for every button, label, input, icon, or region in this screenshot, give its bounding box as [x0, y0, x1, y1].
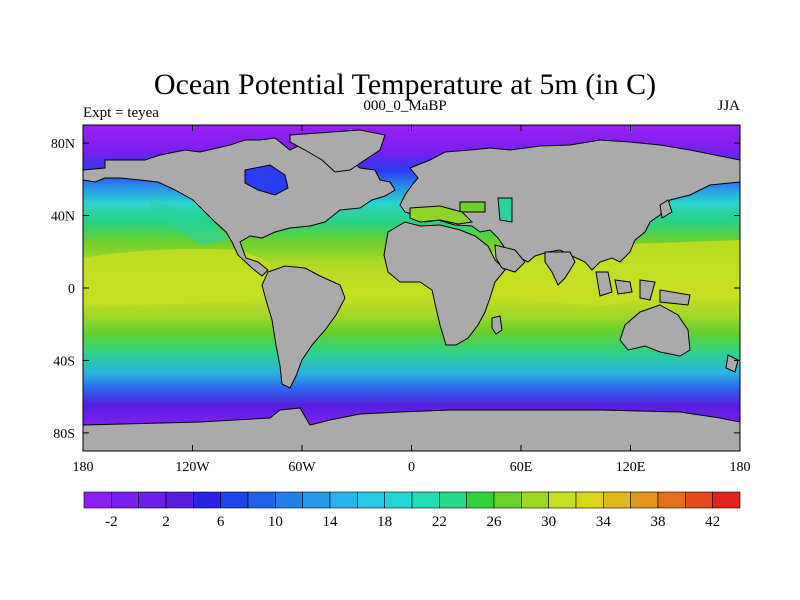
colorbar-label: 26 [487, 514, 503, 530]
y-tick-label: 40S [53, 354, 75, 369]
colorbar-swatch [302, 491, 331, 509]
colorbar-swatch [439, 491, 467, 509]
y-tick-label: 40N [51, 210, 75, 225]
colorbar-label: 38 [651, 514, 666, 530]
colorbar-swatch [357, 491, 385, 509]
season-label: JJA [717, 98, 740, 114]
india [544, 251, 576, 286]
colorbar-swatch [493, 491, 522, 509]
period-label: 000_0_MaBP [363, 98, 446, 114]
x-tick-label: 0 [408, 460, 415, 475]
africa [383, 221, 506, 346]
colorbar: -2 2 6 10 14 18 22 26 30 34 38 42 [83, 491, 741, 530]
california-current [150, 200, 230, 245]
colorbar-swatch [247, 491, 276, 509]
mediterranean [409, 205, 474, 225]
hudson-bay [244, 164, 289, 196]
colorbar-swatch [138, 491, 167, 509]
greenland [289, 129, 386, 173]
black-sea [459, 201, 486, 213]
colorbar-swatch [630, 491, 659, 509]
x-tick-label: 60W [288, 460, 316, 475]
south-america [261, 265, 346, 389]
y-tick-label: 80N [51, 137, 75, 152]
indonesia [595, 271, 691, 306]
x-tick-label: 180 [730, 460, 751, 475]
colorbar-swatch [111, 491, 139, 509]
colorbar-swatch [466, 491, 495, 509]
caspian-sea [497, 197, 513, 223]
colorbar-swatch [548, 491, 577, 509]
colorbar-swatch [685, 491, 713, 509]
land-masses [83, 129, 740, 451]
y-tick-label: 80S [53, 427, 75, 442]
colorbar-swatch [193, 491, 221, 509]
y-axis: 80N 40N 0 40S 80S [51, 137, 740, 442]
colorbar-swatch [712, 491, 741, 509]
x-axis: 180 120W 60W 0 60E 120E 180 [73, 125, 751, 475]
colorbar-label: 2 [162, 514, 170, 530]
new-zealand [725, 354, 739, 373]
y-tick-label: 0 [68, 282, 75, 297]
colorbar-swatch [657, 491, 686, 509]
colorbar-label: 42 [705, 514, 720, 530]
colorbar-label: 10 [268, 514, 283, 530]
colorbar-label: 22 [432, 514, 447, 530]
colorbar-swatch [603, 491, 631, 509]
arabia [494, 244, 526, 273]
plot-area [83, 125, 740, 451]
north-america [83, 137, 396, 277]
colorbar-swatch [220, 491, 249, 509]
x-tick-label: 120W [175, 460, 210, 475]
x-tick-label: 60E [510, 460, 533, 475]
map-title: Ocean Potential Temperature at 5m (in C) [154, 68, 656, 101]
colorbar-label: 6 [217, 514, 225, 530]
colorbar-swatch [165, 491, 194, 509]
x-tick-label: 180 [73, 460, 94, 475]
colorbar-label: 34 [596, 514, 612, 530]
colorbar-swatch [384, 491, 413, 509]
colorbar-label: -2 [105, 514, 118, 530]
x-tick-label: 120E [616, 460, 646, 475]
colorbar-swatch [411, 491, 440, 509]
colorbar-label: 14 [323, 514, 339, 530]
antarctica [83, 407, 740, 451]
colorbar-swatch [329, 491, 358, 509]
experiment-label: Expt = teyea [83, 105, 159, 121]
warm-pool [83, 249, 270, 306]
colorbar-swatch [575, 491, 604, 509]
colorbar-swatch [275, 491, 303, 509]
australia [619, 304, 691, 357]
colorbar-swatch [521, 491, 549, 509]
colorbar-swatch [83, 491, 112, 509]
colorbar-label: 30 [541, 514, 556, 530]
colorbar-label: 18 [377, 514, 392, 530]
japan [659, 199, 673, 219]
madagascar [491, 315, 503, 335]
